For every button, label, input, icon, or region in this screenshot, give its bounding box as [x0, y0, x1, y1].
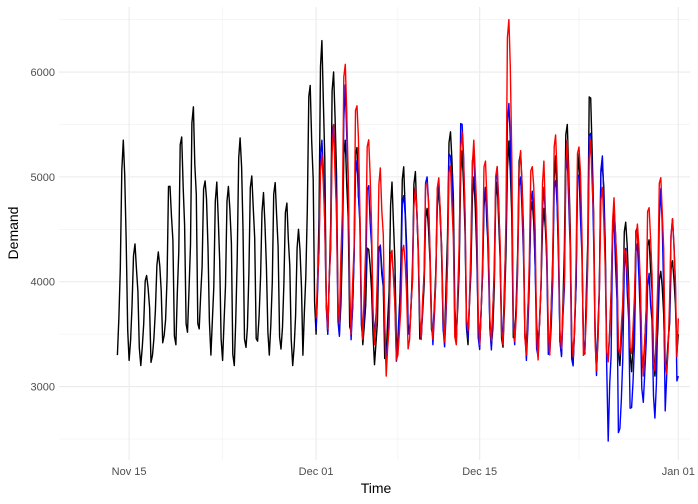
series-line-3 — [315, 18, 679, 377]
y-axis-tick-labels: 3000 4000 5000 6000 — [31, 67, 55, 394]
x-tick-label: Nov 15 — [112, 466, 147, 478]
y-axis-title: Demand — [5, 207, 21, 260]
y-tick-label: 4000 — [31, 277, 55, 289]
y-tick-label: 6000 — [31, 67, 55, 79]
x-tick-label: Dec 15 — [462, 466, 497, 478]
x-tick-label: Dec 01 — [299, 466, 334, 478]
x-axis-tick-labels: Nov 15 Dec 01 Dec 15 Jan 01 — [112, 466, 695, 478]
minor-gridlines — [59, 7, 690, 460]
x-tick-label: Jan 01 — [662, 466, 695, 478]
series-layer — [116, 18, 679, 442]
x-axis-title: Time — [361, 480, 392, 496]
major-gridlines — [59, 7, 690, 460]
y-tick-label: 5000 — [31, 172, 55, 184]
y-tick-label: 3000 — [31, 382, 55, 394]
